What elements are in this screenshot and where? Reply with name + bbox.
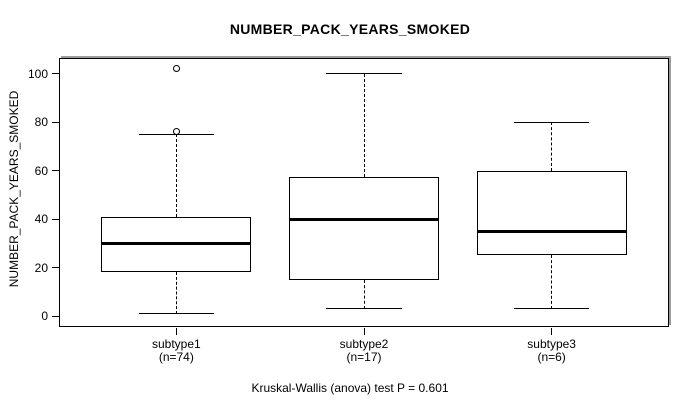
iqr-box (476, 170, 627, 256)
group-count: (n=17) (346, 350, 382, 364)
x-axis-label: subtype2 (n=17) (299, 338, 429, 364)
y-axis-tick (52, 315, 59, 317)
iqr-box (288, 176, 440, 280)
median-line (476, 229, 627, 233)
whisker-lower (175, 272, 177, 314)
y-axis-tick-label: 0 (41, 309, 48, 324)
x-axis-tick (363, 328, 365, 335)
y-axis-tick (52, 218, 59, 220)
y-axis-tick-label: 40 (34, 212, 48, 227)
y-axis-tick-label: 20 (34, 260, 48, 275)
outlier-point (172, 128, 180, 136)
y-axis-tick (52, 267, 59, 269)
y-axis-tick-label: 60 (34, 163, 48, 178)
whisker-cap-lower (326, 308, 402, 310)
whisker-cap-lower (138, 313, 214, 315)
y-axis-tick-label: 80 (34, 115, 48, 130)
y-axis-tick-label: 100 (27, 66, 48, 81)
outlier-point (172, 65, 180, 73)
whisker-cap-lower (514, 308, 590, 310)
group-count: (n=74) (158, 350, 194, 364)
whisker-cap-upper (514, 121, 590, 123)
group-count: (n=6) (537, 350, 566, 364)
x-axis-label: subtype1 (n=74) (111, 338, 241, 364)
whisker-lower (551, 255, 553, 309)
group-name: subtype1 (151, 337, 201, 351)
y-axis-tick (52, 170, 59, 172)
x-axis-label: subtype3 (n=6) (487, 338, 617, 364)
median-line (288, 217, 440, 221)
whisker-upper (175, 134, 177, 217)
whisker-cap-upper (326, 73, 402, 75)
plot-area (59, 58, 669, 327)
whisker-lower (363, 279, 365, 309)
x-axis-tick (551, 328, 553, 335)
y-axis-tick (52, 73, 59, 75)
stats-caption: Kruskal-Wallis (anova) test P = 0.601 (251, 381, 449, 395)
group-name: subtype3 (527, 337, 576, 351)
group-name: subtype2 (339, 337, 389, 351)
chart-title: NUMBER_PACK_YEARS_SMOKED (229, 21, 471, 37)
y-axis-tick (52, 121, 59, 123)
whisker-upper (363, 73, 365, 177)
x-axis-tick (175, 328, 177, 335)
median-line (101, 241, 252, 245)
whisker-upper (551, 122, 553, 171)
